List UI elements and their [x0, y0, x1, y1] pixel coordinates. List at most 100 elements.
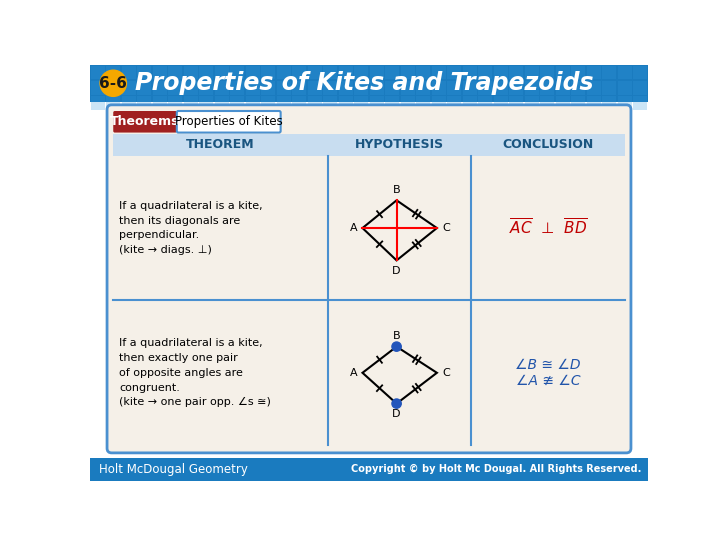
Bar: [261, 65, 275, 79]
Bar: [571, 81, 585, 95]
Bar: [571, 96, 585, 110]
Text: A: A: [349, 368, 357, 378]
Bar: [556, 96, 570, 110]
Bar: [525, 81, 539, 95]
Bar: [215, 65, 229, 79]
FancyBboxPatch shape: [177, 111, 281, 132]
Bar: [91, 96, 104, 110]
Bar: [138, 81, 151, 95]
Bar: [323, 96, 337, 110]
Bar: [230, 81, 244, 95]
Bar: [556, 81, 570, 95]
Bar: [618, 81, 631, 95]
Text: Theorems: Theorems: [110, 115, 180, 129]
Bar: [478, 96, 492, 110]
Bar: [540, 96, 554, 110]
Bar: [416, 65, 431, 79]
Bar: [463, 96, 477, 110]
Bar: [494, 65, 508, 79]
Text: B: B: [393, 331, 400, 341]
Bar: [107, 96, 120, 110]
FancyBboxPatch shape: [107, 105, 631, 453]
Bar: [246, 65, 260, 79]
Bar: [401, 81, 415, 95]
Bar: [276, 65, 291, 79]
Bar: [184, 81, 198, 95]
Bar: [292, 81, 306, 95]
Bar: [463, 65, 477, 79]
Bar: [276, 96, 291, 110]
Bar: [634, 65, 647, 79]
Bar: [339, 96, 353, 110]
Bar: [447, 96, 462, 110]
Bar: [401, 96, 415, 110]
Text: If a quadrilateral is a kite,
then exactly one pair
of opposite angles are
congr: If a quadrilateral is a kite, then exact…: [120, 338, 271, 407]
Bar: [478, 65, 492, 79]
Bar: [90, 457, 648, 481]
Bar: [153, 96, 167, 110]
Bar: [246, 96, 260, 110]
Bar: [525, 65, 539, 79]
Bar: [370, 81, 384, 95]
Text: If a quadrilateral is a kite,
then its diagonals are
perpendicular.
(kite → diag: If a quadrilateral is a kite, then its d…: [120, 201, 263, 255]
Bar: [246, 81, 260, 95]
Text: A: A: [349, 223, 357, 233]
Bar: [401, 65, 415, 79]
Bar: [618, 96, 631, 110]
Bar: [261, 96, 275, 110]
Text: THEOREM: THEOREM: [186, 138, 255, 151]
Bar: [556, 65, 570, 79]
Bar: [509, 81, 523, 95]
Bar: [463, 81, 477, 95]
Bar: [587, 65, 600, 79]
Bar: [602, 65, 616, 79]
Text: B: B: [393, 185, 400, 195]
Text: C: C: [442, 223, 450, 233]
Bar: [587, 96, 600, 110]
Bar: [323, 81, 337, 95]
Bar: [587, 81, 600, 95]
Bar: [494, 81, 508, 95]
Bar: [215, 81, 229, 95]
Bar: [230, 96, 244, 110]
Bar: [540, 65, 554, 79]
Bar: [339, 81, 353, 95]
Bar: [385, 81, 399, 95]
Text: Holt McDougal Geometry: Holt McDougal Geometry: [99, 463, 248, 476]
Text: $\overline{AC}$  ⊥  $\overline{BD}$: $\overline{AC}$ ⊥ $\overline{BD}$: [508, 218, 588, 238]
Text: Properties of Kites: Properties of Kites: [175, 115, 283, 129]
Bar: [122, 65, 136, 79]
Bar: [354, 96, 368, 110]
Bar: [107, 81, 120, 95]
Bar: [138, 65, 151, 79]
Text: D: D: [392, 409, 401, 419]
Bar: [354, 81, 368, 95]
Bar: [168, 81, 182, 95]
Circle shape: [392, 342, 401, 351]
Text: C: C: [442, 368, 450, 378]
Bar: [354, 65, 368, 79]
Bar: [447, 81, 462, 95]
Bar: [385, 96, 399, 110]
Bar: [107, 65, 120, 79]
Bar: [153, 65, 167, 79]
Bar: [199, 96, 213, 110]
Bar: [618, 65, 631, 79]
Bar: [634, 81, 647, 95]
Bar: [292, 65, 306, 79]
Text: CONCLUSION: CONCLUSION: [503, 138, 594, 151]
FancyBboxPatch shape: [113, 111, 177, 132]
Bar: [90, 65, 648, 102]
Bar: [168, 65, 182, 79]
Bar: [138, 96, 151, 110]
Circle shape: [392, 399, 401, 408]
Bar: [525, 96, 539, 110]
Bar: [602, 81, 616, 95]
Bar: [370, 65, 384, 79]
Bar: [307, 81, 322, 95]
Bar: [602, 96, 616, 110]
Bar: [416, 81, 431, 95]
Bar: [478, 81, 492, 95]
Bar: [91, 65, 104, 79]
Bar: [199, 81, 213, 95]
